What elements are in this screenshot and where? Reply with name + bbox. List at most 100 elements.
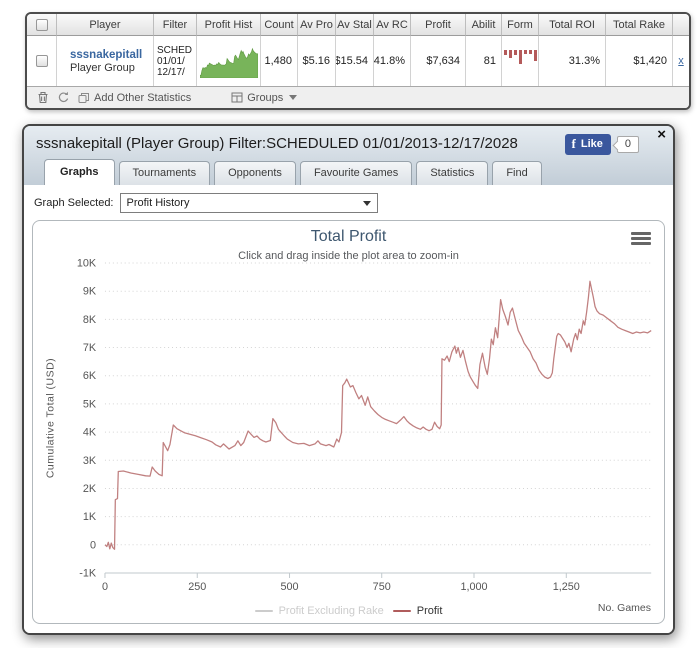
col-header-player[interactable]: Player <box>57 14 154 36</box>
sparkline-area <box>199 47 258 78</box>
y-axis-title: Cumulative Total (USD) <box>46 358 57 478</box>
col-header-total-roi[interactable]: Total ROI <box>539 14 606 36</box>
y-tick-label: 1K <box>83 511 97 523</box>
count-cell: 1,480 <box>261 36 298 86</box>
av-stake-cell: $15.54 <box>336 36 374 86</box>
facebook-like-button[interactable]: f Like <box>564 134 611 155</box>
graph-selected-label: Graph Selected: <box>34 197 114 209</box>
tab-graphs[interactable]: Graphs <box>44 159 115 185</box>
chart-legend: Profit Excluding Rake Profit <box>33 605 664 617</box>
tab-opponents[interactable]: Opponents <box>214 161 296 185</box>
y-tick-label: 6K <box>83 370 97 382</box>
groups-grid-icon <box>231 92 243 103</box>
chart-menu-hamburger-icon[interactable] <box>631 232 651 245</box>
col-header-count[interactable]: Count <box>261 14 298 36</box>
player-name-link[interactable]: sssnakepitall <box>70 48 143 61</box>
y-tick-label: 7K <box>83 342 97 354</box>
select-all-header-cell <box>27 14 57 36</box>
add-other-statistics-button[interactable]: Add Other Statistics <box>78 92 191 104</box>
tab-favourite-games[interactable]: Favourite Games <box>299 161 413 185</box>
caret-down-icon <box>289 95 298 100</box>
player-detail-popup: × f Like 0 sssnakepitall (Player Group) … <box>22 124 675 635</box>
popup-body: Graph Selected: Profit History Total Pro… <box>24 185 673 633</box>
x-tick-label: 250 <box>188 581 206 593</box>
table-row: sssnakepitall Player Group SCHED 01/01/ … <box>27 36 689 86</box>
facebook-like-count: 0 <box>616 136 639 153</box>
legend-label: Profit <box>416 605 443 617</box>
legend-label: Profit Excluding Rake <box>278 605 384 617</box>
groups-dropdown-button[interactable]: Groups <box>231 91 298 104</box>
form-bars-chart <box>503 50 537 72</box>
av-roi-cell: 41.8% <box>374 36 411 86</box>
profit-series-line <box>104 280 652 550</box>
remove-row-link[interactable]: x <box>678 55 684 67</box>
legend-item-profit-excluding-rake[interactable]: Profit Excluding Rake <box>254 605 384 617</box>
remove-row-cell: x <box>673 36 689 86</box>
copy-icon <box>78 92 89 103</box>
col-header-ability[interactable]: Abilit <box>466 14 502 36</box>
row-select-cell <box>27 36 57 86</box>
chart-subtitle: Click and drag inside the plot area to z… <box>238 250 459 262</box>
form-bar <box>513 50 517 55</box>
popup-tab-bar: Graphs Tournaments Opponents Favourite Game… <box>36 152 661 185</box>
popup-close-button[interactable]: × <box>657 126 666 143</box>
col-header-total-rake[interactable]: Total Rake <box>606 14 673 36</box>
x-tick-label: 0 <box>102 581 108 593</box>
select-all-checkbox[interactable] <box>35 18 48 31</box>
trash-icon <box>38 91 48 104</box>
y-tick-label: 0 <box>90 539 96 551</box>
player-group-label: Player Group <box>70 61 135 74</box>
row-checkbox[interactable] <box>35 55 48 67</box>
form-bar <box>523 50 527 54</box>
y-tick-label: 2K <box>83 483 97 495</box>
refresh-icon <box>58 91 69 103</box>
profit-cell: $7,634 <box>411 36 466 86</box>
legend-item-profit[interactable]: Profit <box>392 605 443 617</box>
legend-dash-icon <box>254 610 273 612</box>
add-other-statistics-label: Add Other Statistics <box>94 91 192 104</box>
y-tick-label: 8K <box>83 314 97 326</box>
form-bar <box>533 50 537 61</box>
ability-cell: 81 <box>466 36 502 86</box>
col-header-profit[interactable]: Profit <box>411 14 466 36</box>
form-bar <box>518 50 522 64</box>
chart-title: Total Profit <box>310 228 387 245</box>
facebook-like-widget: f Like 0 <box>564 134 639 155</box>
refresh-button[interactable] <box>57 91 70 104</box>
col-header-av-stake[interactable]: Av Stal <box>336 14 374 36</box>
av-profit-cell: $5.16 <box>298 36 336 86</box>
delete-button[interactable] <box>37 91 49 104</box>
total-roi-cell: 31.3% <box>539 36 606 86</box>
col-header-filter[interactable]: Filter <box>154 14 197 36</box>
profit-chart-container: Total Profit Click and drag inside the p… <box>32 220 665 624</box>
filter-line: SCHED <box>157 44 193 56</box>
chart-plot-area[interactable]: -1K 0 1K 2K 3K 4K 5K 6K 7K 8K 9K 10K 0 250 500 750 1,000… <box>33 221 664 623</box>
facebook-logo-icon: f <box>571 136 576 151</box>
form-cell <box>502 36 539 86</box>
y-tick-label: 5K <box>83 398 97 410</box>
tab-tournaments[interactable]: Tournaments <box>118 161 211 185</box>
table-header-row: Player Filter Profit Hist Count Av Pro A… <box>27 14 689 36</box>
profit-history-sparkline-cell <box>197 36 261 86</box>
y-tick-label: 10K <box>77 257 97 269</box>
x-tick-label: 1,000 <box>460 581 487 593</box>
graph-type-select[interactable]: Profit History <box>119 193 378 213</box>
col-header-profit-hist[interactable]: Profit Hist <box>197 14 261 36</box>
x-tick-label: 1,250 <box>553 581 580 593</box>
form-bar <box>503 50 507 55</box>
form-bar <box>508 50 512 58</box>
graph-type-selected-value: Profit History <box>126 197 190 209</box>
form-bar <box>528 50 532 54</box>
tab-statistics[interactable]: Statistics <box>416 161 489 185</box>
y-tick-label: 9K <box>83 286 97 298</box>
col-header-av-roi[interactable]: Av RC <box>374 14 411 36</box>
y-tick-label: 4K <box>83 427 97 439</box>
groups-label: Groups <box>247 91 284 104</box>
legend-dash-icon <box>392 610 411 612</box>
filter-line: 01/01/ <box>157 55 185 67</box>
col-header-form[interactable]: Form <box>502 14 539 36</box>
profit-sparkline[interactable] <box>199 44 258 78</box>
results-table: Player Filter Profit Hist Count Av Pro A… <box>25 12 691 110</box>
col-header-av-profit[interactable]: Av Pro <box>298 14 336 36</box>
tab-find[interactable]: Find <box>492 161 542 185</box>
